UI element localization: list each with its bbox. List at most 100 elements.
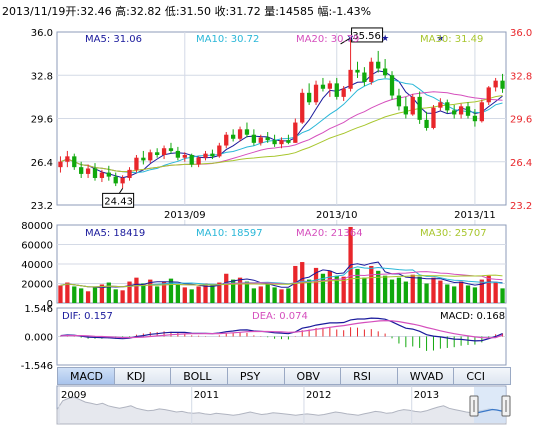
candle-body (493, 80, 498, 88)
candle-body (189, 154, 194, 165)
candle-body (203, 153, 208, 158)
price-legend-ma20: MA20: 30.79 (296, 34, 359, 45)
date-tick: 2013/09 (164, 210, 206, 221)
volume-bar (99, 284, 105, 303)
macd-legend-dif: DIF: 0.157 (62, 311, 113, 322)
volume-bar (175, 284, 181, 303)
candle-body (313, 84, 319, 103)
volume-bar (313, 267, 319, 303)
close-label: 收: (214, 5, 230, 18)
volume-bar (79, 288, 84, 303)
price-tick-right: 36.0 (510, 28, 532, 39)
candle-body (155, 152, 160, 155)
volume-bar (493, 282, 498, 303)
candle-body (182, 154, 187, 158)
volume-bar (272, 287, 277, 303)
volume-tick: 40000 (21, 260, 53, 271)
volume-bar (189, 289, 194, 303)
macd-dea-line (60, 319, 503, 339)
tab-kdj[interactable]: KDJ (113, 367, 171, 385)
min-label: 24.43 (104, 196, 133, 207)
price-legend-ma30: MA30: 31.49 (420, 34, 483, 45)
navigator-selection[interactable] (474, 387, 506, 423)
candle-body (348, 69, 353, 89)
max-label: 35.56 (352, 31, 381, 42)
volume-bar (458, 281, 464, 303)
quote-date: 2013/11/19 (2, 5, 66, 18)
candle-body (231, 134, 236, 139)
volume-bar (369, 265, 374, 303)
candle-body (479, 102, 484, 122)
tab-boll[interactable]: BOLL (170, 367, 227, 385)
volume-bar (224, 273, 229, 303)
quote-header: 2013/11/19开:32.46 高:32.82 低:31.50 收:31.7… (2, 3, 371, 19)
max-label-box (351, 27, 384, 43)
volume-tick: 20000 (21, 280, 53, 291)
tab-psy[interactable]: PSY (226, 367, 284, 385)
volume-bar (251, 288, 257, 303)
max-pointer (340, 37, 351, 45)
candle-body (72, 156, 77, 168)
candle-body (175, 150, 181, 158)
candle-body (224, 134, 229, 146)
min-label-box (102, 192, 135, 208)
volume-bar (155, 286, 160, 303)
volume-bar (431, 277, 436, 303)
candle-body (168, 148, 174, 151)
candle-body (396, 95, 402, 107)
volume-bar (244, 281, 250, 303)
volume-ma30-line (60, 274, 503, 288)
volume-bar (327, 270, 332, 303)
volume-tick: 80000 (21, 221, 53, 232)
volume-bar (72, 286, 77, 303)
candle-body (237, 129, 243, 139)
date-tick: 2013/11 (454, 210, 496, 221)
close-value: 31.72 (229, 5, 261, 18)
candle-body (99, 172, 105, 178)
navigator-year-tick: 2011 (194, 390, 219, 401)
candle-body (265, 137, 270, 141)
date-tick: 2013/10 (316, 210, 358, 221)
macd-legend-macd: MACD: 0.168 (440, 311, 505, 322)
candle-body (417, 96, 422, 120)
candle-body (65, 156, 70, 162)
volume-bar (58, 285, 63, 303)
volume-bar (120, 290, 125, 303)
candle-body (279, 140, 284, 145)
tab-wvad[interactable]: WVAD (396, 367, 454, 385)
volume-bar (320, 273, 326, 303)
macd-tick: -1.546 (21, 361, 53, 372)
candle-body (92, 168, 98, 178)
tab-macd[interactable]: MACD (57, 367, 114, 385)
volume-tick: 0 (47, 299, 53, 310)
price-tick-right: 26.4 (510, 158, 532, 169)
candle-body (210, 153, 215, 157)
macd-tick: 0.000 (24, 333, 53, 344)
candle-body (79, 167, 84, 174)
candle-body (334, 83, 339, 97)
volume-bar (362, 277, 367, 303)
volume-bar (396, 277, 402, 303)
candle-body (148, 152, 153, 161)
tab-rsi[interactable]: RSI (340, 367, 397, 385)
change-value: -1.43% (332, 5, 372, 18)
navigator-year-tick: 2009 (61, 390, 86, 401)
candle-body (389, 75, 395, 96)
volume-bar (465, 285, 471, 303)
volume-bar (389, 279, 395, 303)
candle-body (424, 119, 429, 128)
candle-body (458, 106, 464, 115)
tab-obv[interactable]: OBV (283, 367, 341, 385)
volume-bar (382, 275, 388, 303)
volume-bar (410, 274, 415, 303)
candle-body (355, 69, 360, 73)
tab-cci[interactable]: CCI (453, 367, 511, 385)
candle-body (113, 176, 118, 184)
event-marker-icon: × (347, 34, 355, 44)
navigator-year-tick: 2012 (306, 390, 331, 401)
volume-bar (141, 283, 146, 303)
price-legend-ma10: MA10: 30.72 (196, 34, 259, 45)
volume-bar (334, 275, 339, 303)
price-tick-left: 26.4 (31, 158, 53, 169)
